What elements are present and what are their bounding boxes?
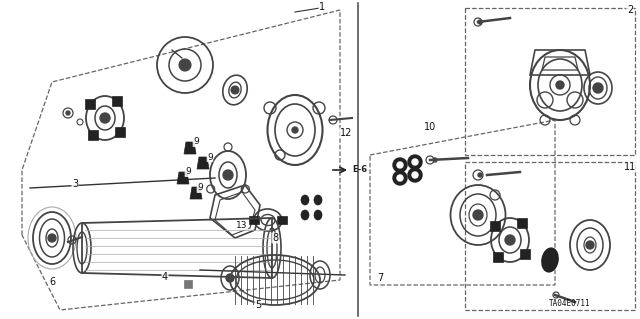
Polygon shape	[249, 216, 259, 224]
Circle shape	[397, 175, 403, 181]
Circle shape	[179, 59, 191, 71]
Polygon shape	[197, 157, 209, 169]
Polygon shape	[184, 142, 196, 154]
Polygon shape	[520, 249, 529, 259]
Text: 12: 12	[340, 128, 352, 138]
Circle shape	[223, 170, 233, 180]
Circle shape	[412, 172, 418, 178]
Text: 3: 3	[72, 179, 78, 189]
Text: 9: 9	[193, 137, 199, 146]
Circle shape	[100, 113, 110, 123]
Text: E-6: E-6	[352, 166, 367, 174]
Polygon shape	[190, 187, 202, 199]
Circle shape	[505, 235, 515, 245]
Polygon shape	[115, 127, 125, 137]
Text: 9: 9	[207, 152, 213, 161]
Circle shape	[473, 210, 483, 220]
Text: 8: 8	[272, 233, 278, 243]
Text: 7: 7	[377, 273, 383, 283]
Circle shape	[66, 111, 70, 115]
Circle shape	[393, 171, 407, 185]
Circle shape	[478, 20, 482, 24]
Text: 10: 10	[424, 122, 436, 132]
Circle shape	[408, 168, 422, 182]
Ellipse shape	[314, 210, 322, 220]
Circle shape	[556, 81, 564, 89]
Circle shape	[593, 83, 603, 93]
Circle shape	[478, 173, 482, 177]
Ellipse shape	[314, 195, 322, 205]
Circle shape	[292, 127, 298, 133]
Text: 2: 2	[627, 5, 633, 15]
Text: 1: 1	[319, 2, 325, 12]
Ellipse shape	[301, 210, 309, 220]
Text: TA04E0711: TA04E0711	[549, 299, 591, 308]
Text: 5: 5	[255, 300, 261, 310]
Circle shape	[397, 162, 403, 168]
Polygon shape	[86, 99, 95, 109]
Polygon shape	[112, 96, 122, 106]
Text: 6: 6	[49, 277, 55, 287]
Circle shape	[408, 155, 422, 169]
Text: 11: 11	[624, 162, 636, 172]
Circle shape	[433, 158, 437, 162]
Polygon shape	[277, 216, 287, 224]
Circle shape	[226, 274, 234, 282]
Polygon shape	[490, 221, 500, 231]
Polygon shape	[184, 280, 192, 288]
Text: 4: 4	[162, 272, 168, 282]
Polygon shape	[88, 130, 98, 140]
Circle shape	[393, 158, 407, 172]
Circle shape	[586, 241, 594, 249]
Polygon shape	[517, 218, 527, 228]
Text: 13: 13	[236, 220, 248, 229]
Circle shape	[48, 234, 56, 242]
Text: 9: 9	[197, 183, 203, 192]
Circle shape	[231, 86, 239, 94]
Ellipse shape	[301, 195, 309, 205]
Polygon shape	[177, 172, 189, 184]
Polygon shape	[493, 252, 503, 262]
Ellipse shape	[542, 248, 558, 272]
Circle shape	[412, 159, 418, 165]
Text: 9: 9	[185, 167, 191, 176]
